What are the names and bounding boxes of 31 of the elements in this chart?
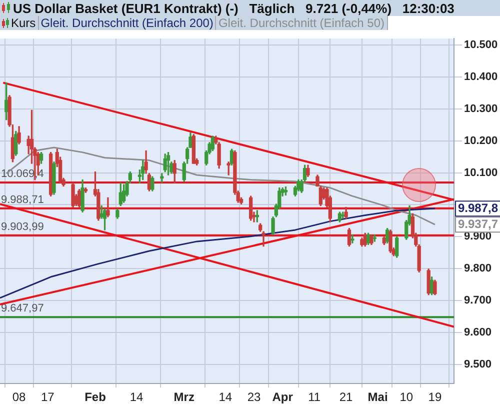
y-tick-label: 9.800 [464,262,492,275]
y-tick-label: 10.200 [464,134,498,147]
x-tick-label: Feb [84,390,106,404]
x-tick-label: 23 [247,390,261,404]
x-tick-label: 14 [130,390,144,404]
text: Gleit. Durchschnitt (Einfach 200) [38,16,216,30]
text: Gleit. Durchschnitt (Einfach 50) [216,16,388,30]
x-tick-label: 14 [218,390,232,404]
x-tick-label: Mai [368,390,388,404]
y-tick-label: 10.100 [464,166,498,179]
x-tick-label: 19 [428,390,442,404]
x-tick-label: Mrz [174,390,194,404]
annotation: 9.987,8 [458,200,498,215]
ref-line-label: 9.988,71 [1,194,44,206]
x-tick-label: Apr [272,390,294,404]
x-tick-label: 10 [400,390,414,404]
legend-label: Kurs [0,16,39,30]
y-tick-label: 9.500 [464,358,492,370]
ref-line-label: 9.647,97 [1,302,44,315]
y-tick-label: 9.700 [464,294,492,307]
y-tick-label: 10.500 [464,39,498,52]
x-tick-label: 21 [339,390,354,404]
x-tick-label: 08 [12,390,26,404]
y-tick-label: 9.600 [464,326,492,339]
y-tick-label: 10.400 [464,70,498,83]
chart-title: US Dollar Basket (EUR1 Kontrakt) (-) Täglich 9.721 (-0,44%) 12:30:03 [13,0,454,16]
ref-line-label: 9.903,99 [1,220,44,233]
annotation: 9.937,7 [458,216,498,231]
y-tick-label: 10.300 [464,102,498,115]
x-tick-label: 11 [308,390,321,404]
x-tick-label: 17 [40,390,55,404]
